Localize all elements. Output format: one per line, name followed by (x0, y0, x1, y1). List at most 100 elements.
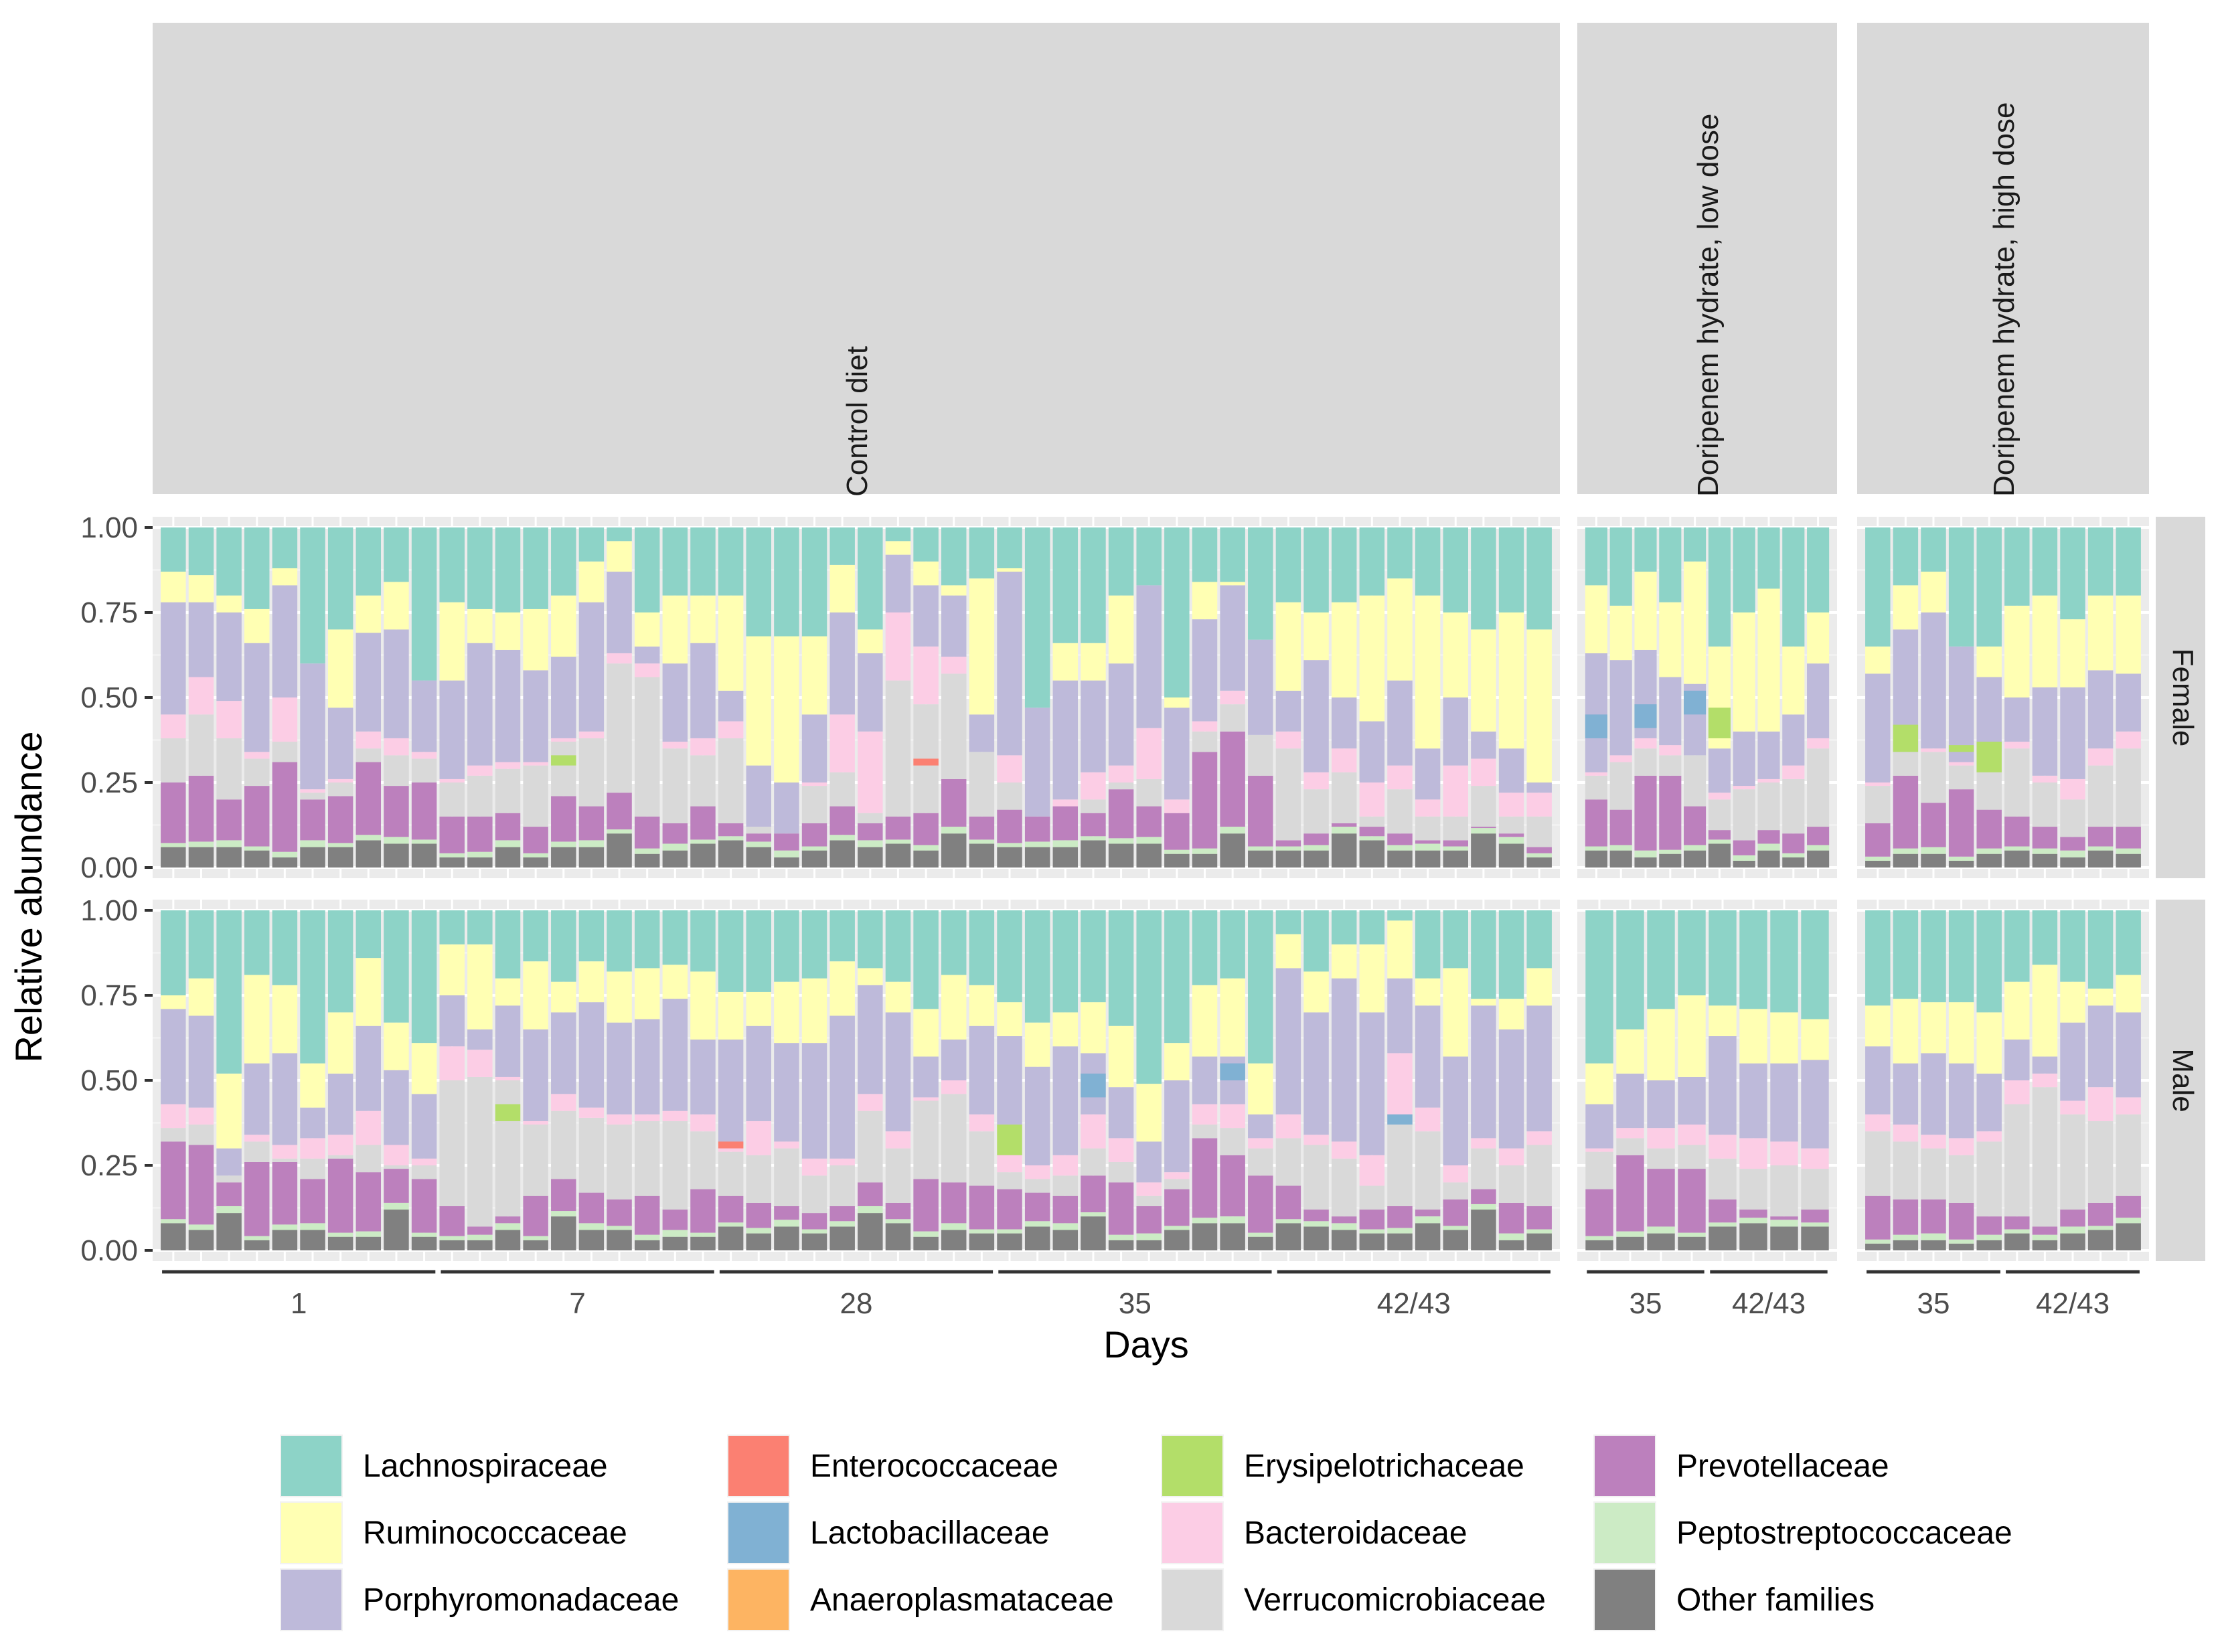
bar-segment-lach (327, 527, 353, 630)
bar-segment-verr (1647, 1148, 1675, 1169)
bar-segment-verr (1893, 752, 1919, 776)
day-label: 42/43 (1732, 1287, 1806, 1320)
bar-1-9 (384, 910, 409, 1250)
bar-segment-other (355, 840, 382, 868)
bar-segment-lach (1471, 527, 1496, 630)
bar-segment-pepto (969, 1229, 995, 1234)
bar-segment-other (1275, 1223, 1301, 1250)
bar-segment-pepto (216, 840, 242, 847)
bar-segment-verr (1359, 816, 1385, 827)
bar-segment-rum (634, 612, 660, 647)
bar-segment-other (1739, 1223, 1767, 1250)
bar-segment-lach (244, 527, 270, 609)
bar-segment-verr (327, 1155, 353, 1159)
bar-segment-verr (495, 768, 521, 813)
bar-segment-rum (1634, 572, 1657, 650)
bar-segment-verr (244, 758, 270, 787)
bar-segment-rum (327, 1012, 353, 1074)
bar-segment-other (1415, 1223, 1441, 1250)
bar-42/43-5 (1387, 527, 1413, 868)
bar-segment-bact (941, 1080, 967, 1094)
bar-segment-pepto (858, 1206, 883, 1214)
bar-segment-other (1081, 840, 1106, 868)
bar-42/43-8 (1471, 527, 1496, 868)
bar-segment-lach (1585, 527, 1607, 586)
bar-segment-bact (1024, 1165, 1050, 1179)
bar-segment-bact (913, 1097, 939, 1101)
bar-segment-rum (1609, 605, 1632, 661)
bar-segment-verr (1585, 1151, 1613, 1189)
legend: Lachnospiraceae Ruminococcaceae Porphyromo… (280, 1434, 2012, 1631)
bar-segment-lach (523, 910, 548, 962)
bar-segment-rum (439, 602, 465, 681)
bar-segment-prevo (997, 809, 1022, 843)
bar-segment-bact (355, 731, 382, 749)
facet-label-col: Doripenem hydrate, low dose (1692, 114, 1725, 497)
bar-segment-prevo (578, 806, 605, 841)
bar-segment-rum (829, 564, 855, 612)
bar-segment-pepto (2060, 1226, 2085, 1234)
bar-segment-pepto (1498, 1233, 1524, 1240)
bar-segment-porph (801, 1043, 827, 1159)
bar-segment-verr (1739, 1169, 1767, 1210)
bar-segment-verr (662, 748, 688, 823)
bar-segment-rum (1498, 612, 1524, 749)
bar-segment-prevo (941, 1182, 967, 1224)
bar-segment-verr (746, 1155, 771, 1203)
bar-segment-rum (829, 961, 855, 1016)
bar-segment-other (969, 1233, 995, 1250)
bar-segment-porph (551, 1012, 576, 1094)
bar-1-5 (272, 527, 298, 868)
bar-segment-pepto (2004, 846, 2030, 851)
bar-segment-other (1585, 1240, 1613, 1250)
bar-segment-porph (1081, 680, 1106, 772)
bar-segment-verr (969, 752, 995, 817)
bar-segment-other (1192, 853, 1218, 868)
bar-segment-prevo (1248, 1175, 1273, 1233)
bar-segment-lach (1443, 527, 1468, 612)
bar-segment-pepto (662, 1230, 688, 1237)
bar-segment-lach (1415, 910, 1441, 979)
bar-segment-prevo (662, 1210, 688, 1230)
bar-segment-bact (1526, 793, 1552, 817)
bar-35-6 (1136, 527, 1162, 868)
bar-segment-pepto (1770, 1220, 1798, 1227)
bar-segment-porph (1415, 748, 1441, 800)
bar-segment-lach (746, 910, 771, 992)
bar-segment-prevo (1757, 830, 1780, 844)
bar-segment-other (2004, 850, 2030, 868)
bar-segment-bact (1081, 772, 1106, 800)
bar-segment-other (1976, 853, 2002, 868)
bar-segment-verr (1770, 1165, 1798, 1217)
bar-segment-porph (300, 1107, 325, 1139)
bar-segment-pepto (1526, 1229, 1552, 1234)
bar-segment-bact (1331, 1141, 1357, 1159)
bar-segment-porph (1708, 748, 1731, 793)
bar-segment-porph (1526, 1005, 1552, 1132)
bar-segment-pepto (1248, 846, 1273, 851)
bar-segment-prevo (1739, 1210, 1767, 1218)
bar-segment-verr (1616, 1138, 1644, 1155)
bar-segment-pepto (941, 827, 967, 834)
bar-segment-porph (997, 572, 1022, 756)
bar-28-9 (941, 527, 967, 868)
bar-segment-lach (1801, 910, 1829, 1019)
bar-segment-pepto (1136, 1233, 1162, 1240)
bar-28-4 (801, 527, 827, 868)
bar-segment-porph (1801, 1060, 1829, 1149)
bar-segment-bact (1415, 1107, 1441, 1132)
bar-1-6 (300, 910, 325, 1250)
bar-28-8 (913, 527, 939, 868)
facet-strip-col (1857, 23, 2149, 494)
bar-segment-prevo (216, 799, 242, 841)
bar-segment-verr (2060, 1114, 2085, 1210)
bar-segment-lach (1136, 527, 1162, 586)
bar-segment-porph (355, 1025, 382, 1111)
bar-segment-prevo (439, 816, 465, 853)
bar-7-6 (578, 910, 605, 1250)
bar-segment-lach (188, 527, 214, 576)
bar-segment-rum (2116, 975, 2141, 1013)
bar-segment-verr (411, 1165, 437, 1179)
bar-segment-other (300, 847, 325, 868)
bar-segment-pepto (1081, 836, 1106, 841)
